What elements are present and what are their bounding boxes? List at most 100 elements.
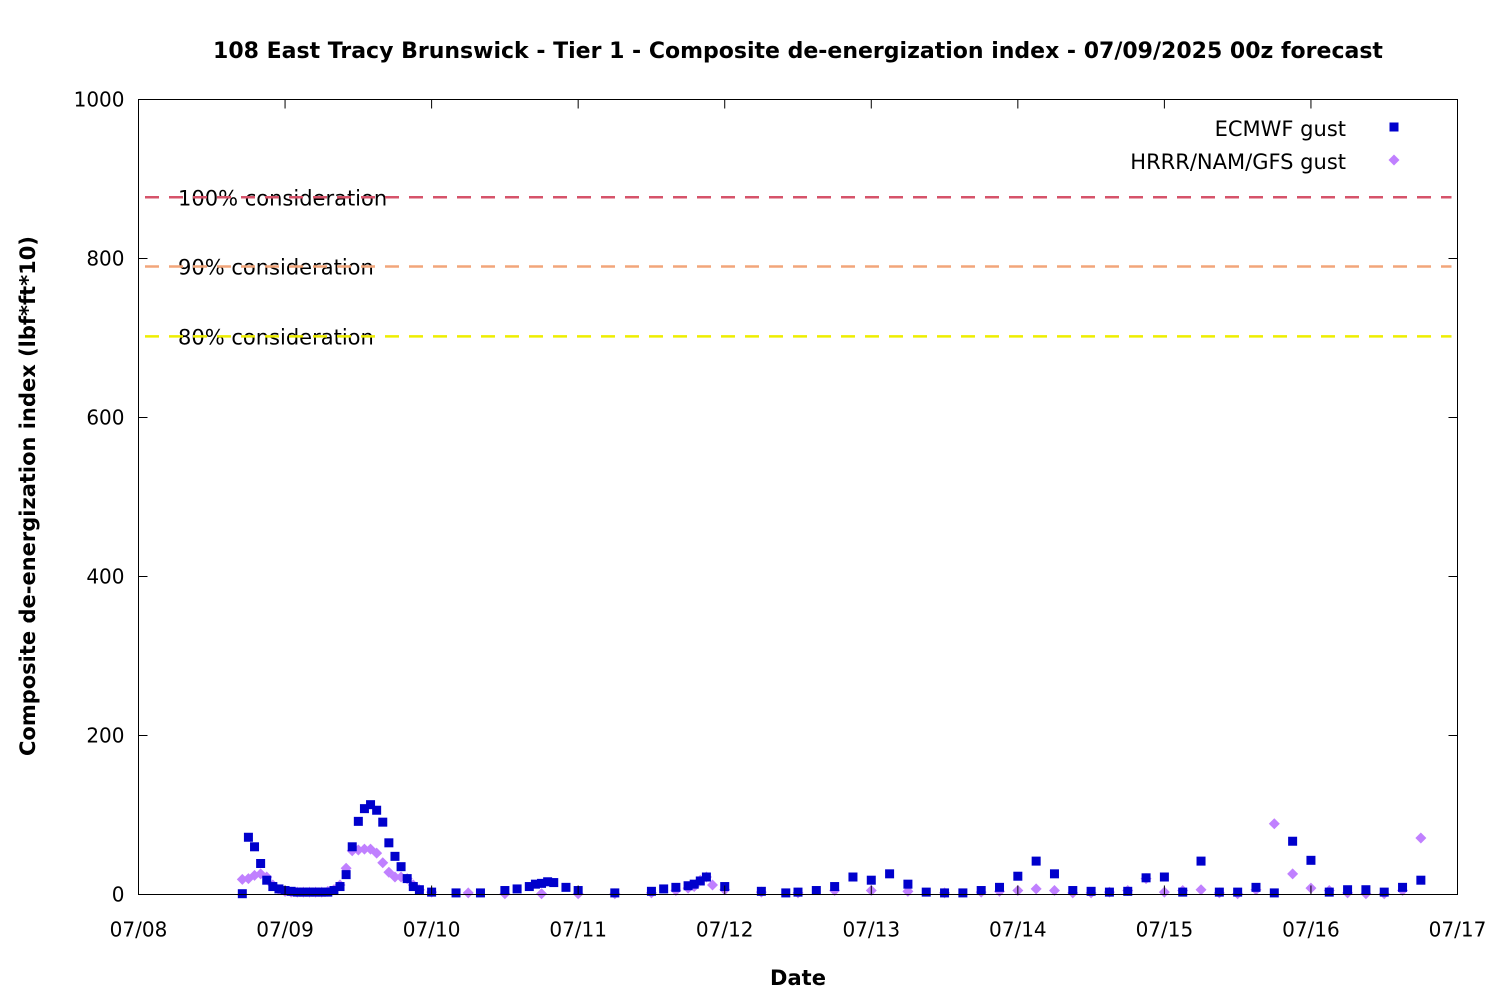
data-point (358, 843, 370, 855)
data-point (347, 842, 357, 852)
data-point (1048, 885, 1060, 897)
data-point (389, 871, 401, 883)
data-point (1361, 885, 1371, 895)
data-point (1196, 856, 1206, 866)
data-point (811, 886, 821, 896)
y-tick-label: 200 (86, 724, 124, 748)
data-point (1141, 873, 1151, 883)
data-point (286, 886, 296, 896)
data-point (1123, 886, 1133, 896)
data-point (756, 886, 766, 896)
data-point (610, 888, 620, 898)
data-point (1086, 886, 1096, 896)
x-axis-title: Date (770, 966, 826, 990)
data-point (1287, 868, 1299, 880)
legend: ECMWF gust HRRR/NAM/GFS gust (1130, 117, 1400, 174)
data-point (1343, 885, 1353, 895)
data-point (1288, 836, 1298, 846)
data-point (1324, 887, 1334, 897)
data-point (646, 886, 656, 896)
data-point (1013, 871, 1023, 881)
data-point (475, 888, 485, 898)
legend-marker (1388, 154, 1400, 166)
data-point (323, 887, 333, 897)
data-point (695, 876, 705, 886)
plot-frame (138, 99, 1458, 895)
data-point (866, 875, 876, 885)
data-point (274, 884, 284, 894)
legend-marker (1389, 122, 1399, 132)
data-point (353, 816, 363, 826)
data-point (848, 872, 858, 882)
data-point (549, 878, 559, 888)
x-tick-label: 07/09 (256, 918, 314, 942)
x-tick-label: 07/13 (842, 918, 900, 942)
data-point (701, 872, 711, 882)
data-point (371, 847, 383, 859)
data-point (537, 878, 547, 888)
x-tick-label: 07/11 (549, 918, 607, 942)
data-point (1104, 887, 1114, 897)
data-point (1031, 856, 1041, 866)
data-point (262, 875, 272, 885)
data-point (1306, 855, 1316, 865)
data-point (543, 877, 553, 887)
series-ecmwf (237, 800, 1426, 899)
data-point (1233, 887, 1243, 897)
x-tick-label: 07/16 (1282, 918, 1340, 942)
legend-label: ECMWF gust (1215, 117, 1346, 141)
data-point (298, 887, 308, 897)
reference-line-label: 100% consideration (178, 186, 387, 210)
x-axis: 07/08 07/09 07/10 07/11 07/12 07/13 07/14 07/15… (110, 99, 1487, 942)
data-point (317, 887, 327, 897)
data-point (995, 882, 1005, 892)
data-point (707, 879, 719, 891)
data-point (396, 862, 406, 872)
data-point (378, 817, 388, 827)
data-point (536, 888, 548, 900)
data-point (1251, 882, 1261, 892)
data-point (384, 838, 394, 848)
y-tick-label: 800 (86, 247, 124, 271)
legend-label: HRRR/NAM/GFS gust (1130, 150, 1346, 174)
data-point (451, 888, 461, 898)
y-tick-label: 0 (112, 883, 125, 907)
data-point (683, 881, 693, 891)
data-point (1398, 882, 1408, 892)
data-point (462, 887, 474, 899)
data-point (921, 887, 931, 897)
data-point (359, 804, 369, 814)
series-layer (236, 800, 1427, 900)
y-tick-label: 400 (86, 565, 124, 589)
data-point (268, 882, 278, 892)
x-tick-label: 07/14 (989, 918, 1047, 942)
x-tick-label: 07/12 (696, 918, 754, 942)
chart-title: 108 East Tracy Brunswick - Tier 1 - Comp… (213, 39, 1383, 64)
data-point (1178, 887, 1188, 897)
data-point (311, 887, 321, 897)
data-point (1195, 884, 1207, 896)
data-point (958, 888, 968, 898)
y-tick-label: 600 (86, 406, 124, 430)
x-tick-label: 07/17 (1429, 918, 1487, 942)
data-point (659, 884, 669, 894)
data-point (530, 879, 540, 889)
data-point (243, 832, 253, 842)
data-point (414, 885, 424, 895)
data-point (292, 887, 302, 897)
data-point (830, 882, 840, 892)
data-point (1159, 872, 1169, 882)
data-point (335, 882, 345, 892)
data-point (500, 886, 510, 896)
data-point (1269, 888, 1279, 898)
data-point (237, 889, 247, 899)
data-point (1214, 887, 1224, 897)
x-tick-label: 07/15 (1136, 918, 1194, 942)
data-point (250, 842, 260, 852)
data-point (1030, 883, 1042, 895)
data-point (524, 882, 534, 892)
data-point (377, 857, 389, 869)
data-point (329, 886, 339, 896)
data-point (903, 879, 913, 889)
